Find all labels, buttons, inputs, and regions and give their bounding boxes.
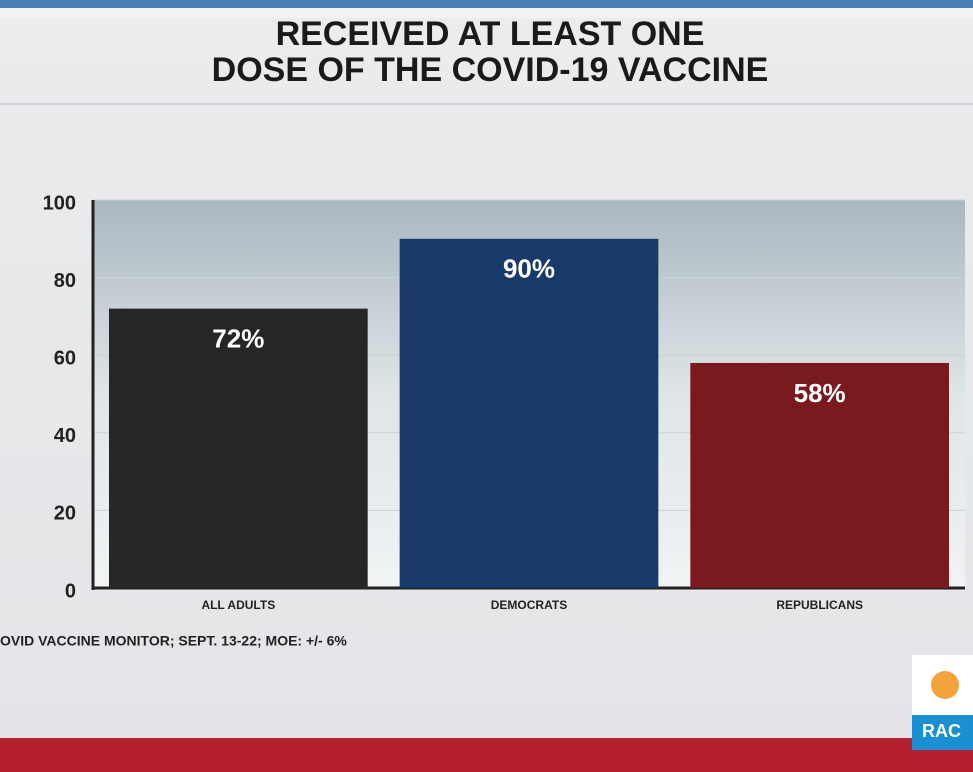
y-tick-label: 60 xyxy=(54,347,76,369)
value-label: 72% xyxy=(212,324,264,354)
bottom-strip xyxy=(0,738,973,772)
y-tick-label: 80 xyxy=(54,270,76,292)
bar xyxy=(690,362,950,588)
x-tick-label: DEMOCRATS xyxy=(491,598,567,612)
logo-text: RAC xyxy=(922,721,961,741)
value-label: 90% xyxy=(503,254,555,284)
y-tick-label: 40 xyxy=(54,425,76,447)
logo-icon xyxy=(931,671,959,699)
y-tick-label: 0 xyxy=(65,580,76,602)
y-tick-label: 20 xyxy=(54,503,76,525)
x-tick-label: REPUBLICANS xyxy=(776,598,863,612)
x-tick-label: ALL ADULTS xyxy=(201,598,275,612)
bar xyxy=(108,308,368,588)
y-tick-label: 100 xyxy=(43,192,76,214)
value-label: 58% xyxy=(794,378,846,408)
top-edge xyxy=(0,8,973,18)
logo-band xyxy=(912,715,973,750)
chart-title: DOSE OF THE COVID-19 VACCINE xyxy=(212,51,769,89)
source-note: OVID VACCINE MONITOR; SEPT. 13-22; MOE: … xyxy=(0,633,347,649)
chart-title: RECEIVED AT LEAST ONE xyxy=(276,15,705,53)
bar xyxy=(399,238,659,589)
